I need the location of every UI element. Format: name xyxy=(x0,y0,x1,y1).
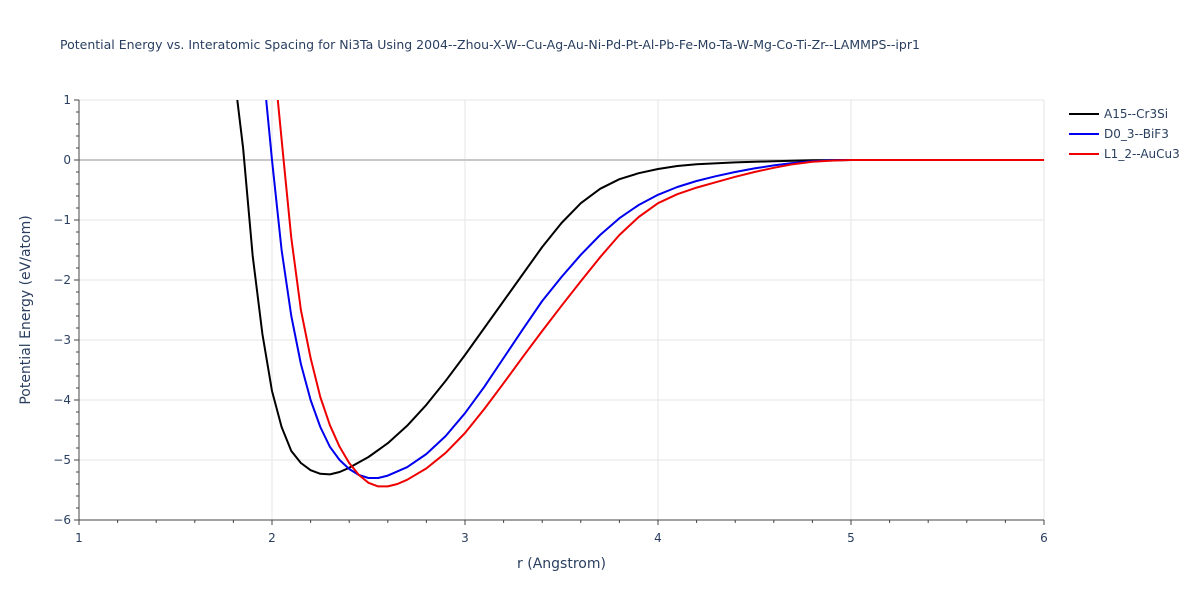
x-axis-label: r (Angstrom) xyxy=(517,556,606,572)
legend-item-2[interactable]: L1_2--AuCu3 xyxy=(1069,147,1180,161)
series-lines xyxy=(236,100,1044,488)
x-tick-label: 4 xyxy=(654,531,662,545)
x-axis-ticks: 1 2 3 4 5 6 xyxy=(75,520,1048,545)
x-tick-label: 3 xyxy=(461,531,469,545)
x-tick-label: 5 xyxy=(847,531,855,545)
legend-label: A15--Cr3Si xyxy=(1104,107,1168,121)
x-tick-label: 2 xyxy=(268,531,276,545)
plot-area xyxy=(236,100,1044,488)
legend-label: L1_2--AuCu3 xyxy=(1104,147,1180,161)
y-tick-label: −4 xyxy=(53,393,71,407)
y-tick-label: −2 xyxy=(53,273,71,287)
y-tick-label: 0 xyxy=(63,153,71,167)
chart-title: Potential Energy vs. Interatomic Spacing… xyxy=(60,37,920,52)
y-tick-label: −5 xyxy=(53,453,71,467)
legend-item-0[interactable]: A15--Cr3Si xyxy=(1069,107,1168,121)
y-tick-label: −6 xyxy=(53,513,71,527)
y-tick-label: −3 xyxy=(53,333,71,347)
y-axis-ticks: 1 0 −1 −2 −3 −4 −5 −6 xyxy=(53,93,79,527)
y-tick-label: 1 xyxy=(63,93,71,107)
series-line-0 xyxy=(236,100,1044,476)
legend[interactable]: A15--Cr3Si D0_3--BiF3 L1_2--AuCu3 xyxy=(1069,107,1180,161)
y-tick-label: −1 xyxy=(53,213,71,227)
axes xyxy=(78,100,1044,521)
legend-label: D0_3--BiF3 xyxy=(1104,127,1169,141)
x-tick-label: 6 xyxy=(1040,531,1048,545)
y-axis-label: Potential Energy (eV/atom) xyxy=(18,215,34,404)
legend-item-1[interactable]: D0_3--BiF3 xyxy=(1069,127,1169,141)
series-line-2 xyxy=(276,100,1044,488)
grid xyxy=(78,99,1045,521)
x-tick-label: 1 xyxy=(75,531,83,545)
series-line-1 xyxy=(265,100,1044,479)
